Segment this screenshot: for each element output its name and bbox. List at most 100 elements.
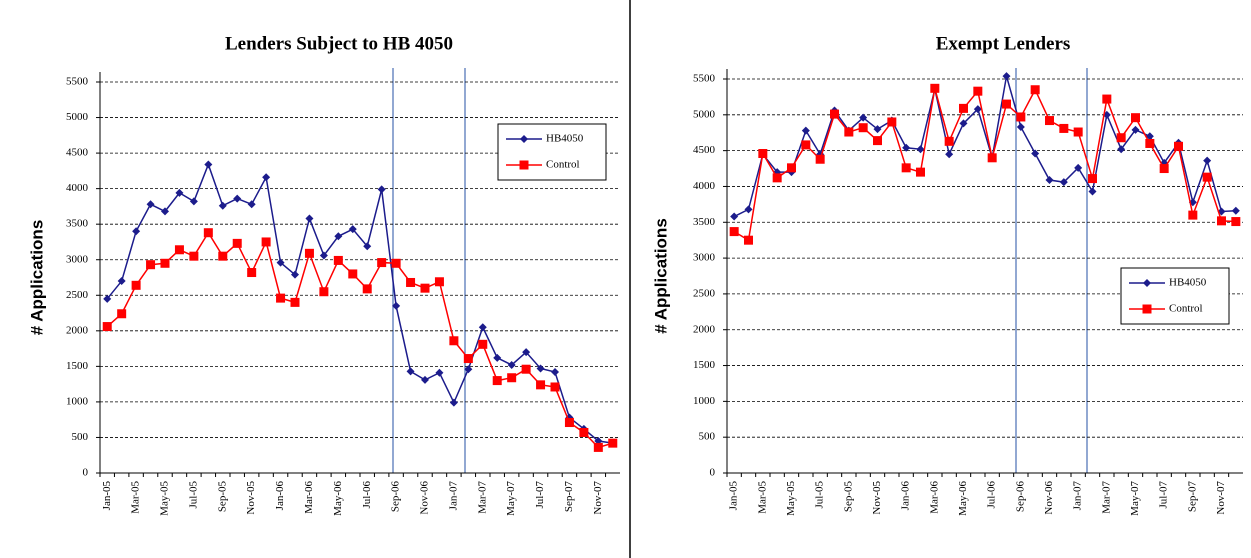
point	[146, 260, 156, 270]
point	[392, 301, 401, 310]
point	[522, 348, 531, 357]
point	[204, 160, 213, 169]
y-tick-label: 5500	[66, 76, 89, 88]
point	[319, 287, 329, 297]
point	[261, 237, 271, 247]
point	[550, 382, 560, 392]
x-tick-label: Jul-06	[986, 481, 998, 509]
series-line	[106, 231, 613, 449]
point	[464, 365, 473, 374]
point	[1016, 112, 1026, 122]
x-tick-label: May-07	[1129, 481, 1141, 516]
point	[930, 83, 940, 93]
point	[801, 126, 810, 135]
y-tick-label: 2500	[66, 289, 89, 301]
legend-label: Control	[1169, 303, 1203, 315]
x-tick-label: Jul-06	[361, 481, 373, 509]
y-tick-label: 4500	[693, 144, 716, 156]
point	[363, 242, 372, 251]
legend-box	[497, 123, 607, 181]
point	[406, 277, 416, 287]
point	[247, 200, 256, 209]
x-tick-label: Nov-05	[871, 481, 883, 515]
point	[262, 173, 271, 182]
point	[579, 427, 589, 437]
point	[959, 119, 968, 128]
point	[858, 123, 868, 133]
x-tick-label: Jan-07	[1072, 481, 1084, 511]
point	[1002, 72, 1011, 81]
x-tick-label: Mar-07	[476, 481, 488, 514]
point	[1102, 94, 1112, 104]
x-tick-label: Jul-05	[187, 481, 199, 509]
point	[1088, 187, 1097, 196]
point	[160, 258, 170, 268]
point	[102, 322, 112, 332]
point	[801, 140, 811, 150]
point	[233, 194, 242, 203]
x-tick-label: Jan-05	[728, 481, 740, 511]
y-tick-label: 500	[72, 431, 89, 443]
y-axis-label: # Applications	[651, 218, 670, 334]
point	[174, 245, 184, 255]
legend-marker	[1142, 304, 1152, 314]
point	[362, 284, 372, 294]
point	[744, 235, 753, 245]
point	[1045, 116, 1054, 126]
y-tick-label: 3500	[693, 216, 716, 228]
y-tick-label: 1500	[693, 359, 716, 371]
point	[276, 293, 286, 303]
x-tick-label: Sep-06	[1014, 481, 1026, 513]
legend-marker	[520, 135, 528, 143]
legend-marker	[1143, 279, 1151, 287]
legend-label: HB4050	[546, 133, 584, 145]
x-tick-label: Nov-06	[419, 481, 431, 515]
point	[564, 418, 574, 428]
point	[161, 207, 169, 216]
point	[729, 227, 739, 237]
point	[189, 197, 198, 206]
point	[744, 205, 753, 214]
x-tick-label: Jan-06	[900, 481, 912, 511]
point	[1145, 132, 1154, 141]
x-tick-label: Sep-07	[1186, 481, 1198, 513]
point	[973, 105, 982, 114]
point	[1145, 138, 1155, 148]
point	[218, 201, 227, 210]
point	[901, 163, 911, 173]
point	[1045, 176, 1054, 185]
point	[1188, 210, 1198, 220]
point	[420, 283, 430, 293]
x-tick-label: Jul-07	[534, 481, 546, 509]
legend-box	[1120, 267, 1230, 325]
y-tick-label: 4000	[66, 182, 89, 194]
point	[103, 294, 112, 303]
legend-marker	[519, 160, 529, 170]
point	[1131, 113, 1140, 123]
point	[987, 153, 997, 163]
point	[1231, 206, 1240, 215]
y-tick-label: 3500	[66, 218, 89, 230]
point	[1131, 125, 1140, 134]
x-tick-label: Sep-06	[390, 481, 402, 513]
point	[873, 136, 882, 146]
point	[131, 280, 141, 290]
point	[916, 167, 925, 177]
point	[887, 117, 897, 127]
point	[478, 339, 488, 349]
x-tick-label: Mar-06	[928, 481, 940, 514]
point	[348, 269, 358, 279]
y-tick-label: 3000	[66, 253, 89, 265]
point	[593, 442, 603, 452]
point	[406, 367, 415, 376]
x-tick-label: Sep-07	[563, 481, 575, 513]
point	[478, 323, 487, 332]
point	[1117, 145, 1126, 154]
x-tick-label: May-06	[957, 481, 969, 516]
point	[973, 86, 983, 96]
point	[203, 228, 213, 238]
point	[945, 150, 954, 159]
point	[536, 364, 545, 373]
point	[944, 136, 954, 146]
y-tick-label: 1500	[66, 360, 89, 372]
